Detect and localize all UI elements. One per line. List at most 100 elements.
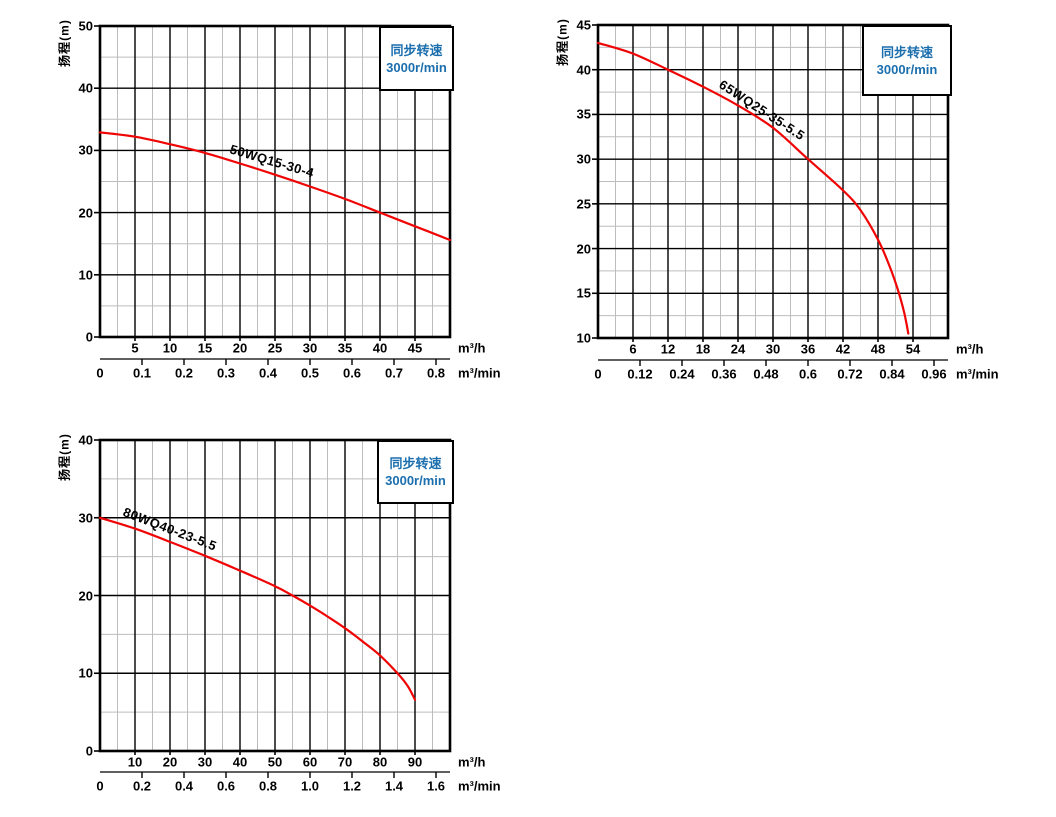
x-tick-label-m3h: 36 [800, 341, 816, 357]
x-tick-label-m3min: 0.7 [384, 365, 404, 381]
y-tick-label: 20 [78, 205, 93, 221]
x-tick-label-m3h: 6 [629, 341, 637, 357]
x-tick-label-m3h: 40 [232, 754, 248, 770]
x-tick-label-m3min: 1.2 [342, 778, 362, 794]
x-tick-label-m3min: 0.36 [711, 366, 737, 382]
x-unit-m3min: m³/min [458, 365, 501, 381]
x-tick-label-m3h: 45 [407, 340, 423, 356]
y-tick-label: 40 [78, 80, 93, 96]
x-tick-label-m3h: 70 [337, 754, 353, 770]
y-tick-label: 10 [78, 267, 93, 283]
x-tick-label-m3h: 24 [730, 341, 746, 357]
x-tick-label-m3h: 25 [267, 340, 283, 356]
x-tick-label-m3min: 0 [96, 778, 104, 794]
plot-frame [98, 438, 452, 753]
pump-curve [98, 516, 417, 701]
curve-model-label: 50WQ15-30-4 [228, 141, 316, 181]
x-tick-label-m3min: 0.4 [174, 778, 194, 794]
x-tick-label-m3h: 30 [765, 341, 781, 357]
x-tick-label-m3min: 0.4 [258, 365, 278, 381]
x-unit-m3min: m³/min [956, 366, 999, 382]
x-tick-label-m3h: 15 [197, 340, 213, 356]
y-tick-label: 20 [576, 241, 591, 257]
x-tick-label-m3h: 10 [162, 340, 178, 356]
y-tick-label: 30 [576, 151, 591, 167]
y-tick-label: 40 [78, 432, 93, 448]
x-tick-label-m3min: 0.5 [300, 365, 320, 381]
legend-speed-value: 3000r/min [386, 59, 447, 75]
legend-box: 同步转速 3000r/min [379, 26, 454, 91]
x-tick-label-m3h: 90 [407, 754, 423, 770]
pump-curve [596, 41, 910, 335]
pump-curve [98, 131, 452, 242]
y-tick-label: 10 [78, 665, 93, 681]
legend-speed-value: 3000r/min [385, 473, 446, 488]
x-tick-label-m3h: 20 [232, 340, 248, 356]
x-tick-label-m3h: 42 [835, 341, 851, 357]
y-tick-label: 50 [78, 18, 93, 34]
plot-frame [596, 23, 950, 340]
x-tick-label-m3h: 40 [372, 340, 388, 356]
curve-model-label: 80WQ40-23-5.5 [121, 504, 219, 554]
x-tick-label-m3min: 1.6 [426, 778, 446, 794]
y-axis-label: 扬程(m) [555, 18, 570, 66]
x-tick-label-m3min: 0.72 [837, 366, 863, 382]
x-tick-label-m3h: 5 [131, 340, 139, 356]
curve-model-label: 65WQ25-35-5.5 [716, 76, 808, 144]
y-axis-label: 扬程(m) [57, 19, 72, 67]
y-tick-label: 35 [576, 106, 591, 122]
x-tick-label-m3h: 35 [337, 340, 353, 356]
x-tick-label-m3min: 0.6 [798, 366, 818, 382]
x-tick-label-m3min: 0.8 [258, 778, 278, 794]
x-tick-label-m3min: 0.1 [132, 365, 152, 381]
x-tick-label-m3h: 54 [905, 341, 921, 357]
x-tick-label-m3min: 1.4 [384, 778, 404, 794]
x-tick-label-m3min: 0 [594, 366, 602, 382]
x-tick-label-m3h: 60 [302, 754, 318, 770]
x-tick-label-m3min: 0.6 [216, 778, 236, 794]
y-tick-label: 0 [85, 329, 93, 345]
x-tick-label-m3min: 0.6 [342, 365, 362, 381]
y-tick-label: 15 [576, 285, 591, 301]
x-tick-label-m3h: 20 [162, 754, 178, 770]
y-tick-label: 30 [78, 142, 93, 158]
x-tick-label-m3min: 0 [96, 365, 104, 381]
x-tick-label-m3h: 10 [127, 754, 143, 770]
plot-frame [98, 24, 452, 339]
x-tick-label-m3min: 0.96 [921, 366, 947, 382]
x-tick-label-m3h: 50 [267, 754, 283, 770]
x-unit-m3h: m³/h [458, 340, 486, 356]
x-tick-label-m3h: 30 [197, 754, 213, 770]
y-tick-label: 20 [78, 588, 93, 603]
x-unit-m3h: m³/h [956, 341, 984, 357]
x-tick-label-m3min: 0.48 [753, 366, 779, 382]
x-tick-label-m3h: 18 [695, 341, 711, 357]
x-tick-label-m3h: 12 [660, 341, 676, 357]
x-tick-label-m3min: 1.0 [300, 778, 320, 794]
x-tick-label-m3min: 0.2 [174, 365, 194, 381]
x-tick-label-m3h: 80 [372, 754, 388, 770]
y-tick-label: 30 [78, 510, 93, 526]
y-tick-label: 25 [576, 196, 591, 212]
legend-speed-title: 同步转速 [880, 44, 933, 60]
legend-speed-value: 3000r/min [876, 61, 938, 77]
y-tick-label: 40 [576, 62, 591, 78]
y-axis-label: 扬程(m) [57, 433, 72, 481]
y-tick-label: 0 [85, 743, 93, 759]
x-tick-label-m3h: 30 [302, 340, 318, 356]
legend-speed-title: 同步转速 [389, 456, 442, 471]
y-tick-label: 10 [576, 330, 591, 346]
y-tick-label: 45 [576, 17, 591, 33]
x-tick-label-m3min: 0.12 [627, 366, 653, 382]
x-unit-m3min: m³/min [458, 778, 501, 794]
legend-box: 同步转速 3000r/min [862, 25, 952, 96]
x-unit-m3h: m³/h [458, 754, 486, 770]
x-tick-label-m3min: 0.84 [879, 366, 905, 382]
